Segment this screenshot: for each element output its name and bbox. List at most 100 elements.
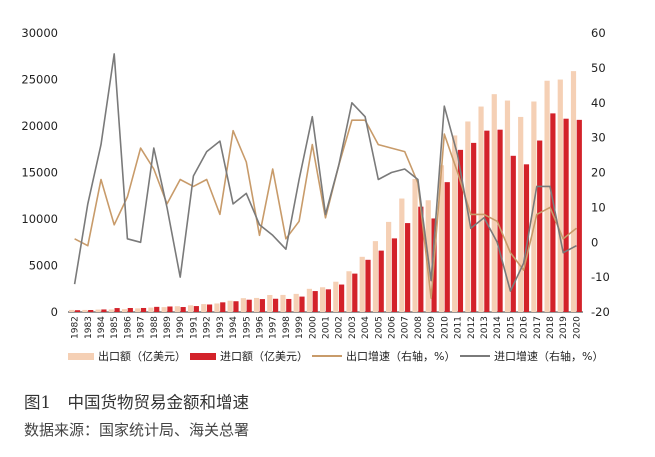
bar-import-value: [444, 182, 450, 312]
x-tick-label: 1982: [71, 316, 81, 339]
x-tick-label: 2013: [480, 316, 490, 339]
x-tick-label: 1983: [84, 316, 94, 339]
legend-item-import-value: 进口额（亿美元）: [190, 348, 308, 364]
legend-swatch-import-value: [190, 352, 216, 360]
y-right-tick-label: 0: [591, 235, 598, 249]
bar-export-value: [161, 307, 167, 312]
bar-export-value: [465, 121, 471, 312]
bar-export-value: [333, 281, 339, 312]
x-tick-label: 1999: [295, 316, 305, 339]
bar-export-value: [69, 309, 75, 312]
bar-export-value: [214, 303, 220, 312]
x-tick-label: 2018: [546, 316, 556, 339]
x-tick-label: 1986: [123, 316, 133, 339]
bar-import-value: [405, 223, 411, 312]
bar-import-value: [510, 155, 516, 312]
x-tick-label: 1993: [216, 316, 226, 339]
x-tick-label: 1985: [110, 316, 120, 339]
x-tick-label: 2003: [348, 316, 358, 339]
bar-import-value: [206, 304, 213, 312]
y-left-tick-label: 5000: [29, 259, 58, 273]
x-tick-label: 2014: [493, 316, 503, 339]
x-tick-label: 2008: [414, 316, 424, 339]
bar-export-value: [253, 297, 260, 312]
bar-export-value: [386, 221, 392, 312]
bar-import-value: [114, 308, 120, 312]
x-tick-label: 2005: [374, 316, 384, 339]
bar-export-value: [293, 293, 299, 312]
bar-import-value: [154, 306, 160, 312]
y-right-tick-label: -20: [591, 305, 610, 319]
x-tick-label: 1996: [255, 316, 265, 339]
bar-import-value: [523, 164, 530, 312]
x-tick-label: 1991: [189, 316, 199, 339]
legend-label-import-value: 进口额（亿美元）: [220, 350, 308, 363]
bar-import-value: [378, 250, 384, 312]
bar-import-value: [101, 309, 107, 312]
x-tick-label: 2002: [335, 316, 345, 339]
bar-import-value: [259, 299, 265, 312]
bar-export-value: [452, 135, 458, 312]
bar-import-value: [140, 307, 147, 312]
bar-export-value: [399, 198, 405, 312]
bar-export-value: [306, 288, 312, 312]
x-tick-label: 2019: [559, 316, 569, 339]
bar-export-value: [148, 307, 154, 312]
bar-export-value: [412, 178, 418, 312]
bar-export-value: [121, 309, 128, 312]
x-tick-label: 2009: [427, 316, 437, 339]
x-tick-label: 1988: [150, 316, 160, 339]
bar-import-value: [127, 308, 133, 312]
x-tick-label: 2017: [533, 316, 543, 339]
bar-export-value: [240, 298, 246, 312]
x-tick-label: 2001: [322, 316, 332, 339]
bar-import-value: [352, 273, 358, 312]
x-tick-label: 2011: [454, 316, 464, 339]
bar-import-value: [563, 118, 569, 312]
y-left-tick-label: 20000: [21, 119, 58, 133]
bar-export-value: [174, 306, 180, 312]
legend-label-export-growth: 出口增速（右轴，%）: [346, 350, 456, 363]
bar-export-value: [478, 106, 484, 312]
bar-import-value: [299, 296, 305, 312]
bar-import-value: [193, 306, 199, 312]
x-tick-label: 2000: [308, 316, 318, 339]
x-tick-label: 1998: [282, 316, 292, 339]
legend-swatch-export-growth: [312, 355, 342, 357]
bar-import-value: [484, 130, 490, 312]
bar-export-value: [438, 165, 445, 312]
bar-export-value: [187, 305, 194, 312]
bar-import-value: [497, 129, 503, 312]
y-left-tick-label: 0: [51, 305, 58, 319]
x-tick-label: 1989: [163, 316, 173, 339]
x-tick-label: 2020: [572, 316, 582, 339]
legend-label-export-value: 出口额（亿美元）: [98, 350, 186, 363]
bar-import-value: [576, 119, 582, 312]
bar-export-value: [346, 271, 352, 312]
x-tick-label: 2012: [467, 316, 477, 339]
y-right-tick-label: 50: [591, 61, 606, 75]
bar-export-value: [95, 309, 101, 312]
x-tick-label: 2007: [401, 316, 411, 339]
bar-export-value: [108, 309, 114, 312]
figure-caption-source: 数据来源：国家统计局、海关总署: [24, 421, 250, 439]
bar-export-value: [491, 94, 497, 312]
legend-swatch-export-value: [68, 352, 94, 360]
bar-export-value: [518, 116, 524, 312]
legend-swatch-import-growth: [460, 355, 490, 357]
bar-import-value: [325, 289, 331, 312]
bar-import-value: [167, 306, 173, 312]
bar-export-value: [82, 309, 88, 312]
bar-export-value: [267, 294, 273, 312]
x-tick-label: 2004: [361, 316, 371, 339]
bar-import-value: [286, 298, 292, 312]
bar-import-value: [246, 299, 252, 312]
y-right-tick-label: 10: [591, 200, 606, 214]
legend-item-export-growth: 出口增速（右轴，%）: [312, 348, 455, 364]
x-tick-label: 1994: [229, 316, 239, 339]
y-right-tick-label: 40: [591, 96, 606, 110]
bar-import-value: [471, 142, 477, 312]
legend-item-export-value: 出口额（亿美元）: [68, 348, 186, 364]
bar-export-value: [359, 256, 365, 312]
x-tick-label: 2010: [440, 316, 450, 339]
